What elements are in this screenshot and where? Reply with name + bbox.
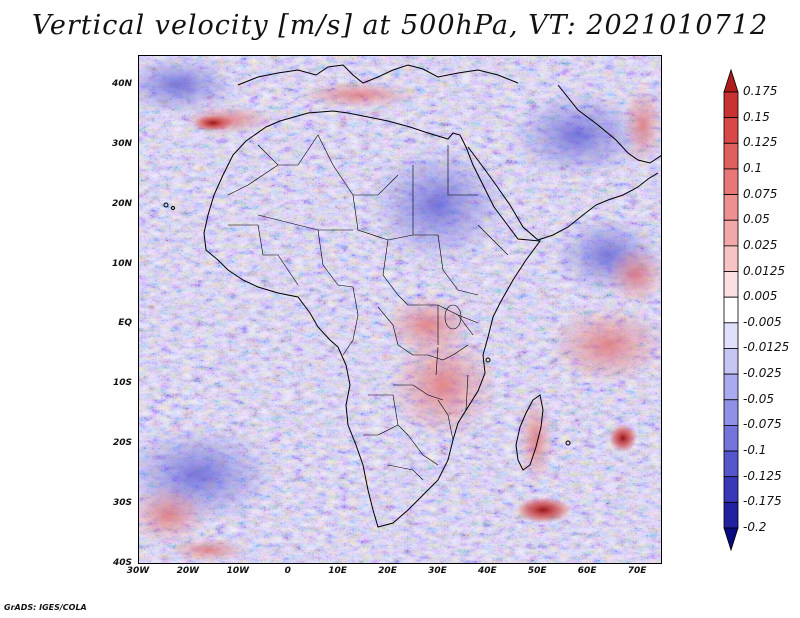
colorbar-label: -0.05 xyxy=(743,391,775,406)
reunion xyxy=(565,440,571,446)
colorbar-label: -0.075 xyxy=(743,417,782,432)
x-tick-label: 60E xyxy=(577,566,597,576)
x-tick-label: 10W xyxy=(226,566,250,576)
colorbar-box xyxy=(723,501,739,529)
ascent-congo xyxy=(383,295,473,355)
colorbar-label: -0.2 xyxy=(743,520,767,534)
map-frame xyxy=(138,55,662,564)
rift-lakes xyxy=(435,346,469,411)
descent-arabia xyxy=(508,90,648,180)
descent-sahara xyxy=(368,145,508,265)
y-tick-label: 20N xyxy=(111,198,132,209)
arabia-coast xyxy=(467,146,659,241)
colorbar-label: -0.0125 xyxy=(743,340,790,355)
coastlines xyxy=(163,64,662,528)
map-title: Vertical velocity [m/s] at 500hPa, VT: 2… xyxy=(31,10,769,41)
border-lines xyxy=(227,134,509,481)
africa-coast xyxy=(203,110,541,528)
colorbar-label: -0.005 xyxy=(743,314,782,329)
y-tick-label: 40S xyxy=(112,558,132,568)
colorbar-box xyxy=(723,476,739,503)
colorbar-box xyxy=(723,168,739,195)
y-tick-label: 10N xyxy=(111,258,132,269)
colorbar-box xyxy=(723,271,739,298)
colorbar-top-arrow xyxy=(723,68,739,93)
colorbar-box xyxy=(723,399,739,426)
colorbar-label: -0.125 xyxy=(743,468,782,483)
colorbar-label: -0.175 xyxy=(743,494,782,509)
x-tick-label: 40E xyxy=(477,566,497,576)
colorbar-box xyxy=(723,425,739,452)
ascent-core-atlas xyxy=(193,115,233,131)
country-borders xyxy=(227,134,509,481)
x-tick-label: 20W xyxy=(176,566,200,576)
colorbar-box xyxy=(723,450,739,478)
colorbar-label: -0.025 xyxy=(743,366,782,381)
colorbar-box xyxy=(723,194,739,221)
colorbar-bottom-arrow xyxy=(723,527,739,552)
vertical-velocity-map xyxy=(138,55,662,564)
descent-atlantic-north xyxy=(138,55,238,115)
colorbar-box xyxy=(723,91,739,119)
colorbar-box xyxy=(723,322,739,349)
madagascar xyxy=(515,394,544,471)
ascent-southern-africa xyxy=(388,330,498,440)
x-tick-label: 50E xyxy=(527,566,547,576)
x-tick-label: 10E xyxy=(328,566,347,576)
cyclone-core-mascarene xyxy=(609,424,637,452)
colorbar-box xyxy=(723,219,739,247)
x-tick-label: 20E xyxy=(378,566,397,576)
colorbar-label: 0.0125 xyxy=(743,263,785,278)
y-tick-label: 10S xyxy=(112,378,132,389)
x-tick-label: 0 xyxy=(284,566,291,576)
y-tick-label: 30N xyxy=(111,138,132,149)
ascent-southwest xyxy=(138,485,208,545)
x-tick-label: 30W xyxy=(126,566,150,576)
ascent-indian-ocean xyxy=(548,305,662,385)
ascent-iran xyxy=(623,85,662,165)
ascent-east-indian xyxy=(606,245,662,305)
ascent-mediterranean xyxy=(298,81,418,109)
y-tick-label: 30S xyxy=(112,498,132,509)
arabia-gulf xyxy=(557,84,662,164)
footer-credit: GrADS: IGES/COLA xyxy=(4,603,87,612)
canary-islands-2 xyxy=(171,206,175,210)
colorbar-box xyxy=(723,142,739,170)
ascent-madagascar xyxy=(518,395,554,485)
colorbar-label: -0.1 xyxy=(743,443,767,458)
x-tick-label: 70E xyxy=(627,566,647,576)
cyclone-core-south xyxy=(515,497,571,523)
colorbar-box xyxy=(723,296,739,324)
colorbar-label: 0.1 xyxy=(743,160,763,175)
colorbar-label: 0.125 xyxy=(743,135,778,150)
colorbar-box xyxy=(723,245,739,272)
colorbar-box xyxy=(723,348,739,375)
y-tick-label: 40N xyxy=(111,78,132,89)
canary-islands xyxy=(163,202,169,208)
colorbar-label: 0.025 xyxy=(743,237,778,252)
colorbar-label: 0.05 xyxy=(743,212,770,227)
colorbar-box xyxy=(723,373,739,401)
comoros xyxy=(485,357,491,363)
colorbar-label: 0.075 xyxy=(743,186,778,201)
colorbar-label: 0.15 xyxy=(743,109,770,124)
colorbar-label: 0.175 xyxy=(743,84,778,98)
y-tick-label: EQ xyxy=(118,318,132,329)
ascent-south-edge xyxy=(168,538,248,562)
y-tick-label: 20S xyxy=(112,438,132,449)
x-tick-label: 30E xyxy=(428,566,447,576)
colorbar xyxy=(723,68,739,552)
europe-coast xyxy=(237,64,519,86)
colorbar-box xyxy=(723,117,739,144)
map-panel xyxy=(138,55,662,564)
lake-victoria xyxy=(444,304,462,330)
colorbar-label: 0.005 xyxy=(743,289,778,304)
